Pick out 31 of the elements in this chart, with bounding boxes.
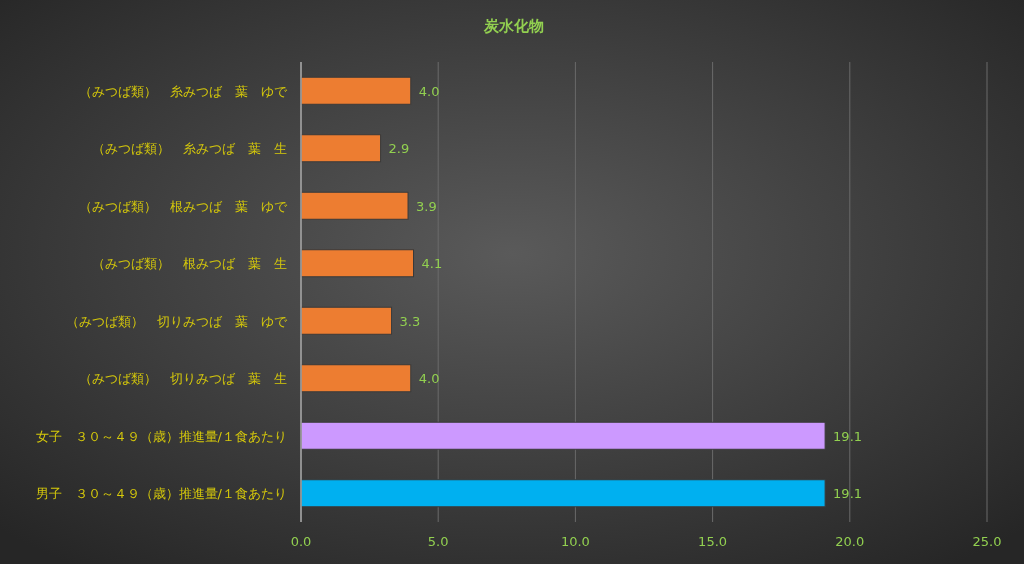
x-tick-label: 15.0: [698, 534, 728, 549]
bar: [300, 76, 412, 105]
y-tick-label: 男子 ３０～４９（歳）推進量/１食あたり: [35, 486, 287, 502]
data-label: 4.0: [418, 371, 440, 387]
data-label: 2.9: [388, 141, 410, 157]
x-tick-label: 0.0: [290, 534, 312, 549]
x-tick-label: 10.0: [560, 534, 590, 549]
x-tick-label: 25.0: [972, 534, 1002, 549]
data-label: 19.1: [833, 486, 863, 502]
bar: [300, 134, 382, 163]
data-label: 3.9: [416, 198, 437, 214]
data-label: 19.1: [833, 428, 863, 444]
y-tick-label: （みつば類） 切りみつば 葉 生: [79, 371, 287, 387]
y-tick-label: （みつば類） 切りみつば 葉 ゆで: [66, 313, 288, 329]
bar: [300, 421, 826, 450]
y-tick-label: （みつば類） 根みつば 葉 ゆで: [79, 198, 288, 214]
bar: [300, 479, 826, 508]
bar: [300, 306, 393, 335]
bar: [300, 364, 412, 393]
y-tick-label: （みつば類） 根みつば 葉 生: [92, 256, 287, 272]
data-label: 3.3: [399, 313, 421, 329]
y-tick-label: 女子 ３０～４９（歳）推進量/１食あたり: [35, 428, 287, 444]
data-label: 4.0: [418, 83, 440, 99]
data-label: 4.1: [421, 256, 443, 272]
x-tick-label: 5.0: [427, 534, 449, 549]
y-tick-label: （みつば類） 糸みつば 葉 ゆで: [79, 83, 288, 99]
x-tick-label: 20.0: [835, 534, 865, 549]
y-tick-label: （みつば類） 糸みつば 葉 生: [92, 141, 287, 157]
bar: [300, 249, 414, 278]
bar: [300, 191, 409, 220]
chart-title: 炭水化物: [483, 17, 544, 35]
